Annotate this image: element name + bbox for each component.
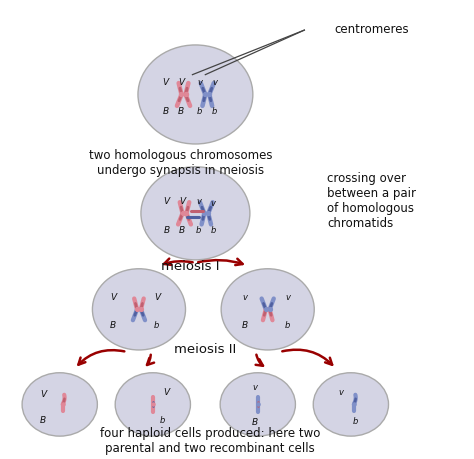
Text: b: b xyxy=(285,320,290,329)
Text: B: B xyxy=(177,106,183,116)
Text: V: V xyxy=(110,292,116,302)
Ellipse shape xyxy=(221,269,314,350)
Text: B: B xyxy=(40,415,46,424)
Ellipse shape xyxy=(92,269,185,350)
Ellipse shape xyxy=(220,373,295,436)
Ellipse shape xyxy=(313,373,389,436)
Ellipse shape xyxy=(115,373,191,436)
Ellipse shape xyxy=(138,46,253,145)
Text: B: B xyxy=(242,320,248,329)
Text: v: v xyxy=(242,292,247,302)
Text: b: b xyxy=(196,225,201,234)
Text: four haploid cells produced: here two
parental and two recombinant cells: four haploid cells produced: here two pa… xyxy=(100,426,320,454)
Text: b: b xyxy=(197,106,202,116)
Text: B: B xyxy=(179,225,184,234)
Text: V: V xyxy=(164,387,170,396)
Text: v: v xyxy=(211,198,216,207)
Text: V: V xyxy=(155,292,161,302)
Text: v: v xyxy=(197,196,202,206)
Text: V: V xyxy=(179,78,184,87)
Text: meiosis I: meiosis I xyxy=(161,260,220,273)
Text: B: B xyxy=(252,417,258,426)
Text: v: v xyxy=(198,78,203,87)
Text: B: B xyxy=(163,106,169,116)
Text: meiosis II: meiosis II xyxy=(174,343,237,356)
Text: B: B xyxy=(164,225,170,234)
Text: V: V xyxy=(164,196,170,206)
Text: v: v xyxy=(338,387,344,396)
Text: B: B xyxy=(110,320,116,329)
Text: v: v xyxy=(213,78,218,87)
Text: V: V xyxy=(180,196,186,206)
Text: b: b xyxy=(353,416,358,425)
Text: V: V xyxy=(40,389,46,398)
Text: v: v xyxy=(285,292,290,302)
Text: crossing over
between a pair
of homologous
chromatids: crossing over between a pair of homologo… xyxy=(327,172,416,230)
Text: b: b xyxy=(210,225,216,234)
Text: b: b xyxy=(211,106,217,116)
Text: v: v xyxy=(252,382,257,391)
Text: b: b xyxy=(154,320,159,329)
Text: b: b xyxy=(160,415,165,424)
Ellipse shape xyxy=(141,168,250,260)
Text: V: V xyxy=(163,78,169,87)
Text: centromeres: centromeres xyxy=(334,22,409,35)
Text: two homologous chromosomes
undergo synapsis in meiosis: two homologous chromosomes undergo synap… xyxy=(89,148,272,176)
Ellipse shape xyxy=(22,373,97,436)
